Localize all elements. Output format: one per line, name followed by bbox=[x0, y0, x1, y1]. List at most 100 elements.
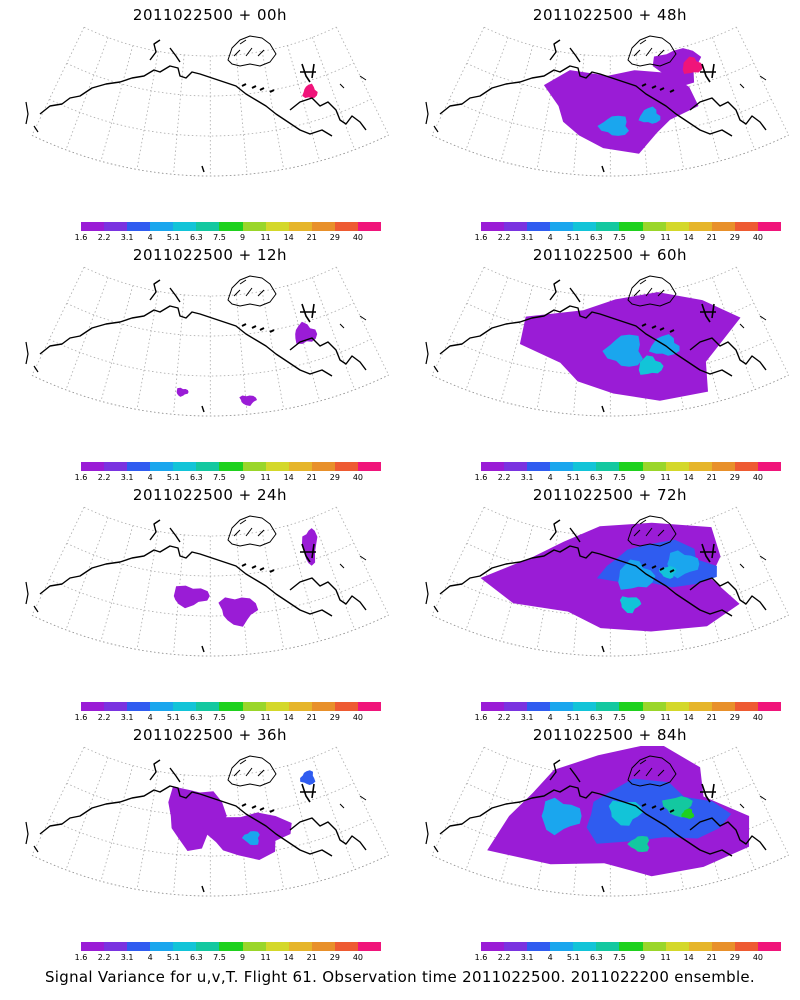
colorbar-swatch bbox=[104, 222, 128, 231]
variance-contour bbox=[681, 808, 695, 819]
colorbar-swatch bbox=[219, 702, 243, 711]
colorbar-swatch bbox=[242, 462, 266, 471]
colorbar-label: 5.1 bbox=[166, 473, 180, 482]
colorbar-swatch bbox=[265, 462, 289, 471]
colorbar-label: 21 bbox=[306, 233, 317, 242]
variance-contour bbox=[241, 831, 260, 846]
colorbar-label: 4 bbox=[147, 713, 153, 722]
colorbar-label: 9 bbox=[639, 233, 646, 242]
colorbar-swatch bbox=[150, 222, 174, 231]
colorbar-labels: 1.6 2.2 3.1 4 5.1 6.3 7.5 9 11 14 21 29 40 bbox=[75, 233, 381, 243]
colorbar-swatch bbox=[481, 462, 505, 471]
colorbar-swatch bbox=[196, 702, 220, 711]
colorbar-swatch bbox=[265, 702, 289, 711]
colorbar-label: 14 bbox=[683, 953, 694, 962]
variance-contour bbox=[239, 395, 257, 406]
colorbar-swatch bbox=[642, 702, 666, 711]
colorbar-label: 1.6 bbox=[74, 713, 88, 722]
colorbar-label: 7.5 bbox=[213, 953, 226, 962]
colorbar-swatch bbox=[527, 222, 551, 231]
colorbar-swatch bbox=[619, 942, 643, 951]
colorbar-label: 6.3 bbox=[190, 713, 203, 722]
colorbar-label: 14 bbox=[283, 233, 294, 242]
variance-contours bbox=[519, 292, 741, 401]
colorbar-label: 29 bbox=[329, 233, 340, 242]
colorbar-swatch bbox=[219, 942, 243, 951]
colorbar bbox=[481, 702, 782, 711]
colorbar-label: 2.2 bbox=[497, 953, 511, 962]
colorbar-swatch bbox=[573, 222, 597, 231]
colorbar-swatch bbox=[504, 702, 528, 711]
colorbar-swatch bbox=[288, 702, 312, 711]
colorbar-swatch bbox=[242, 702, 266, 711]
forecast-panel: 2011022500 + 84h 1.6 2.2 3.1 4 5.1 6.3 7.5 9 11 14… bbox=[420, 720, 800, 962]
colorbar-swatch bbox=[196, 942, 220, 951]
variance-contour bbox=[302, 83, 318, 99]
colorbar-label: 4 bbox=[547, 233, 553, 242]
colorbar-label: 4 bbox=[147, 953, 153, 962]
panel-title: 2011022500 + 84h bbox=[532, 726, 688, 744]
forecast-panel: 2011022500 + 00h 1.6 2.2 3.1 4 5.1 6.3 7.5 9 11 14… bbox=[20, 0, 400, 243]
coastline bbox=[425, 755, 767, 893]
variance-contours bbox=[487, 746, 750, 877]
colorbar-swatch bbox=[173, 702, 197, 711]
colorbar-label: 21 bbox=[706, 953, 717, 962]
colorbar-swatch bbox=[173, 462, 197, 471]
colorbar-swatch bbox=[311, 222, 335, 231]
colorbar-label: 1.6 bbox=[474, 713, 488, 722]
colorbar-label: 3.1 bbox=[120, 233, 134, 242]
panel-title: 2011022500 + 48h bbox=[532, 6, 688, 24]
colorbar-swatch bbox=[150, 702, 174, 711]
panel-title: 2011022500 + 36h bbox=[132, 726, 288, 744]
colorbar-swatch bbox=[265, 222, 289, 231]
colorbar-swatch bbox=[127, 222, 151, 231]
colorbar bbox=[481, 222, 782, 231]
variance-contour bbox=[300, 770, 316, 785]
colorbar-swatch bbox=[334, 222, 358, 231]
colorbar-label: 11 bbox=[260, 713, 271, 722]
colorbar-swatch bbox=[127, 462, 151, 471]
colorbar-swatch bbox=[619, 702, 643, 711]
colorbar-label: 4 bbox=[547, 953, 553, 962]
colorbar-label: 29 bbox=[329, 953, 340, 962]
colorbar-swatch bbox=[757, 702, 782, 711]
colorbar-swatch bbox=[481, 222, 505, 231]
variance-contours bbox=[480, 522, 740, 632]
colorbar-label: 14 bbox=[683, 713, 694, 722]
variance-contours bbox=[543, 48, 704, 154]
colorbar-label: 7.5 bbox=[213, 713, 226, 722]
variance-contour bbox=[176, 387, 189, 397]
colorbar-label: 2.2 bbox=[497, 473, 511, 482]
colorbar-label: 9 bbox=[639, 713, 646, 722]
colorbar-label: 40 bbox=[752, 473, 764, 482]
variance-contour bbox=[586, 778, 732, 844]
colorbar-label: 7.5 bbox=[613, 233, 626, 242]
coastline bbox=[25, 275, 367, 413]
colorbar-label: 2.2 bbox=[97, 473, 111, 482]
variance-contour bbox=[608, 800, 644, 826]
colorbar-swatch bbox=[550, 462, 574, 471]
colorbar-swatch bbox=[265, 942, 289, 951]
colorbar-label: 21 bbox=[306, 713, 317, 722]
colorbar-label: 7.5 bbox=[213, 233, 226, 242]
colorbar-swatch bbox=[311, 462, 335, 471]
colorbar-swatch bbox=[642, 462, 666, 471]
colorbar-swatch bbox=[81, 942, 105, 951]
colorbar-swatch bbox=[711, 222, 735, 231]
colorbar-label: 3.1 bbox=[120, 473, 134, 482]
colorbar-labels: 1.6 2.2 3.1 4 5.1 6.3 7.5 9 11 14 21 29 40 bbox=[475, 233, 781, 243]
colorbar-label: 14 bbox=[683, 473, 694, 482]
colorbar-label: 21 bbox=[306, 953, 317, 962]
colorbar-swatch bbox=[688, 222, 712, 231]
colorbar-swatch bbox=[481, 702, 505, 711]
colorbar-swatch bbox=[481, 942, 505, 951]
colorbar-swatch bbox=[665, 702, 689, 711]
map-graticule bbox=[31, 506, 389, 657]
colorbar-label: 5.1 bbox=[566, 713, 580, 722]
colorbar-label: 29 bbox=[329, 713, 340, 722]
colorbar-label: 2.2 bbox=[497, 233, 511, 242]
colorbar-label: 9 bbox=[239, 473, 246, 482]
colorbar-swatch bbox=[527, 702, 551, 711]
colorbar-label: 4 bbox=[547, 713, 553, 722]
colorbar-label: 1.6 bbox=[474, 233, 488, 242]
